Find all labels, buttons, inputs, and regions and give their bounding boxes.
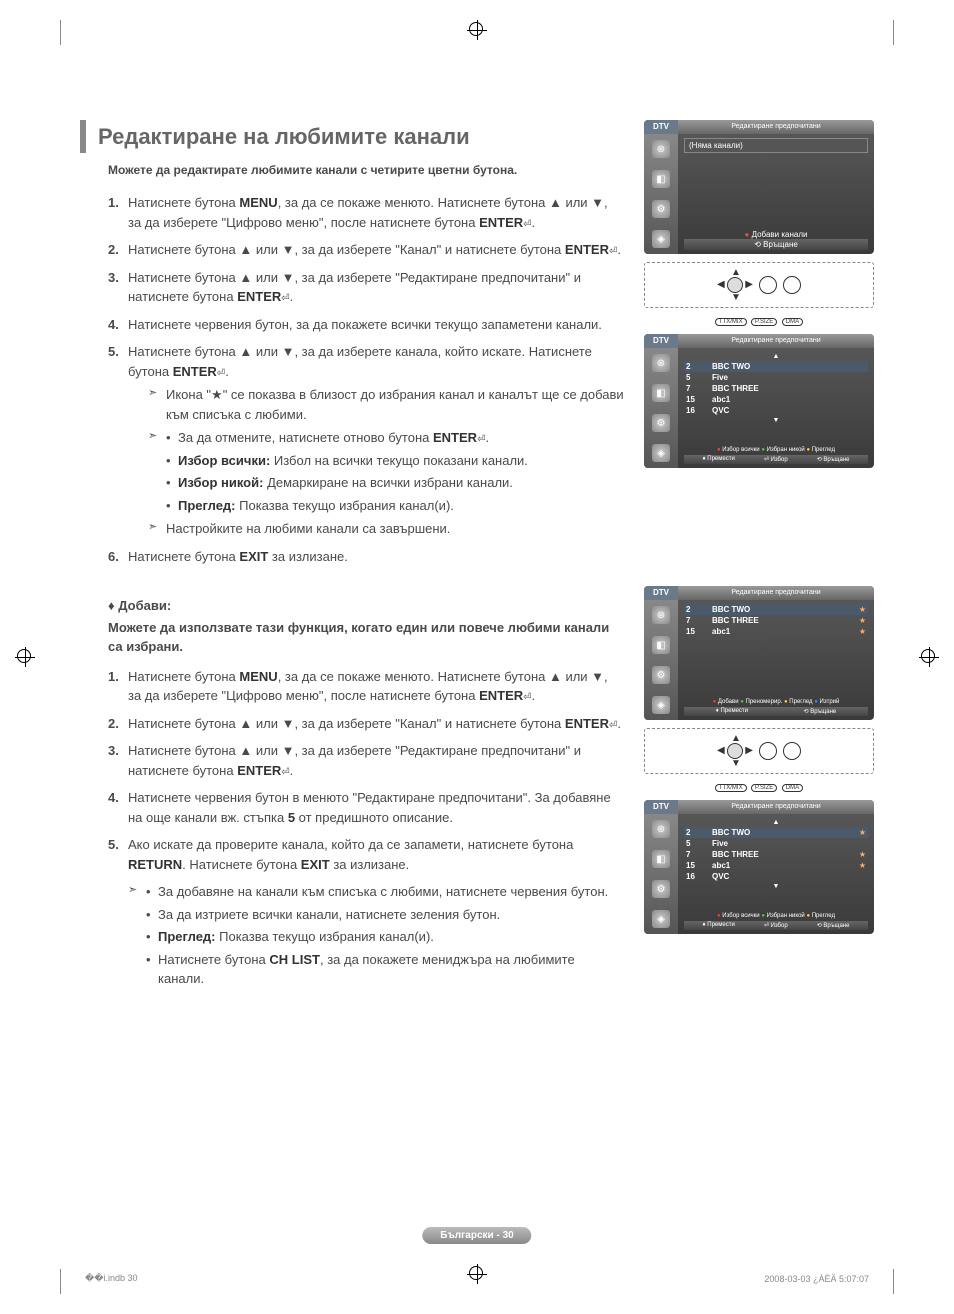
sub-note: Настройките на любими канали са завършен… bbox=[148, 519, 624, 539]
step-item: Ако искате да проверите канала, който да… bbox=[108, 835, 624, 874]
footer-timestamp: 2008-03-03 ¿ÀÈÄ 5:07:07 bbox=[764, 1274, 869, 1284]
channel-row: 2BBC TWO★ bbox=[684, 827, 868, 838]
sub-note: Икона "★" се показва в близост до избран… bbox=[148, 385, 624, 424]
channel-row: 2BBC TWO bbox=[684, 361, 868, 372]
channel-row: 2BBC TWO★ bbox=[684, 604, 868, 615]
tv-screenshot-3: DTVРедактиране предпочитани ⊛◧⚙◈ 2BBC TW… bbox=[644, 586, 874, 720]
tv-screenshot-4: DTVРедактиране предпочитани ⊛◧⚙◈ ▲ 2BBC … bbox=[644, 800, 874, 934]
page-title: Редактиране на любимите канали bbox=[80, 120, 624, 153]
step-item: Натиснете бутона ▲ или ▼, за да изберете… bbox=[108, 240, 624, 260]
channel-row: 5Five bbox=[684, 372, 868, 383]
section-heading: Добави: bbox=[108, 596, 624, 616]
step-item: Натиснете бутона ▲ или ▼, за да изберете… bbox=[108, 741, 624, 780]
footer-filename: ��i.indb 30 bbox=[85, 1273, 137, 1284]
channel-row: 15abc1★ bbox=[684, 626, 868, 637]
channel-row: 7BBC THREE★ bbox=[684, 849, 868, 860]
tv-icon: ◧ bbox=[652, 170, 670, 188]
step-item: Натиснете червения бутон, за да покажете… bbox=[108, 315, 624, 335]
step-item: Натиснете бутона MENU, за да се покаже м… bbox=[108, 193, 624, 232]
sub-note: За да отмените, натиснете отново бутона … bbox=[148, 428, 624, 515]
remote-diagram-2: ▲▼◀▶ bbox=[644, 728, 874, 774]
channel-row: 7BBC THREE bbox=[684, 383, 868, 394]
step-item: Натиснете червения бутон в менюто "Редак… bbox=[108, 788, 624, 827]
tv-screenshot-1: DTVРедактиране предпочитани ⊛◧⚙◈ (Няма к… bbox=[644, 120, 874, 254]
gear-icon: ⚙ bbox=[652, 200, 670, 218]
remote-diagram-1: ▲▼◀▶ bbox=[644, 262, 874, 308]
globe-icon: ⊛ bbox=[652, 140, 670, 158]
tv-screenshot-2: DTVРедактиране предпочитани ⊛◧⚙◈ ▲ 2BBC … bbox=[644, 334, 874, 468]
sub-note: За добавяне на канали към списъка с люби… bbox=[128, 882, 624, 989]
step-item: Натиснете бутона MENU, за да се покаже м… bbox=[108, 667, 624, 706]
step-item: Натиснете бутона ▲ или ▼, за да изберете… bbox=[108, 714, 624, 734]
lang-icon: ◈ bbox=[652, 230, 670, 248]
channel-row: 16QVC bbox=[684, 405, 868, 416]
steps-list-2: Натиснете бутона MENU, за да се покаже м… bbox=[108, 667, 624, 875]
step-item: Натиснете бутона ▲ или ▼, за да изберете… bbox=[108, 342, 624, 539]
channel-row: 15abc1★ bbox=[684, 860, 868, 871]
step-item: Натиснете бутона ▲ или ▼, за да изберете… bbox=[108, 268, 624, 307]
channel-row: 7BBC THREE★ bbox=[684, 615, 868, 626]
channel-row: 5Five bbox=[684, 838, 868, 849]
steps-list-1: Натиснете бутона MENU, за да се покаже м… bbox=[108, 193, 624, 566]
step-item: Натиснете бутона EXIT за излизане. bbox=[108, 547, 624, 567]
channel-row: 15abc1 bbox=[684, 394, 868, 405]
channel-row: 16QVC bbox=[684, 871, 868, 882]
intro-text: Можете да редактирате любимите канали с … bbox=[108, 161, 624, 179]
page-number: Български - 30 bbox=[422, 1227, 531, 1244]
section-intro: Можете да използвате тази функция, когат… bbox=[108, 618, 624, 657]
